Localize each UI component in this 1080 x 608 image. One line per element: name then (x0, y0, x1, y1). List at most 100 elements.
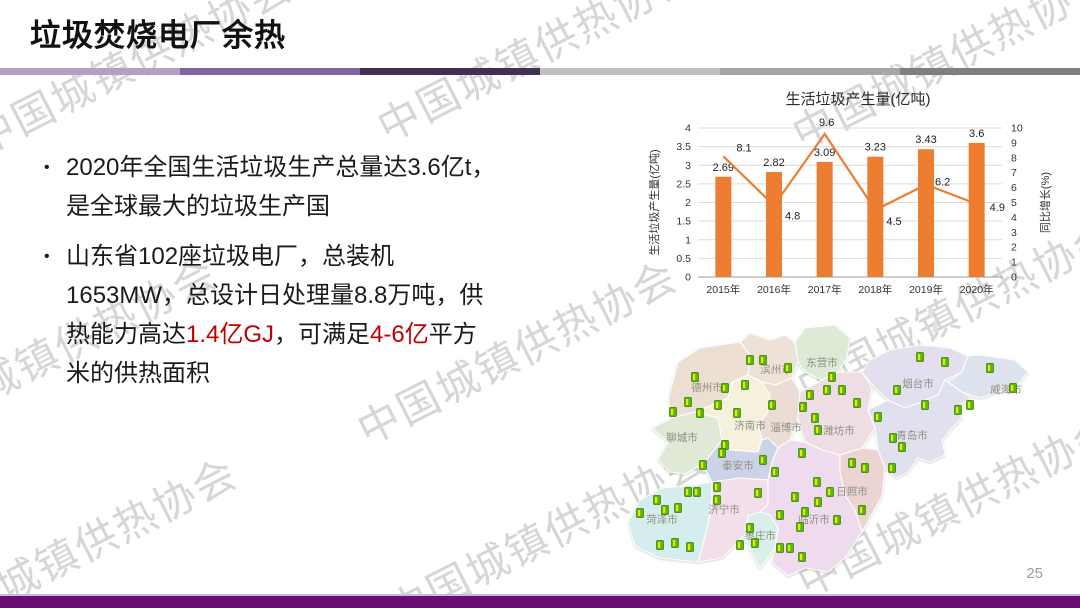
page-number: 25 (1026, 565, 1043, 582)
plant-marker-icon (696, 408, 704, 418)
y-right-tick: 3 (1011, 227, 1017, 239)
y-left-tick: 0 (685, 272, 691, 284)
plant-marker-stripe (988, 365, 991, 371)
plant-marker-stripe (793, 494, 796, 500)
plant-marker-stripe (676, 505, 679, 511)
plant-marker-icon (699, 460, 707, 470)
plant-marker-icon (798, 552, 806, 562)
divider-segment (540, 68, 720, 75)
shandong-plants-map: 德州市 滨州市 东营市 聊城市 济南市 淄博市 潍坊市 烟台市 威海市 青岛市 泰安市 济宁市 菏泽市枣… (600, 300, 1080, 590)
plant-marker-stripe (855, 400, 858, 406)
divider-segment (360, 68, 540, 75)
plant-marker-stripe (798, 524, 801, 530)
plant-marker-icon (746, 355, 754, 365)
plant-marker-icon (669, 407, 677, 417)
map-city-label: 青岛市 (896, 429, 928, 442)
bullet-list: • 2020年全国生活垃圾生产总量达3.6亿t， 是全球最大的垃圾生产国 • 山东省1… (42, 148, 627, 404)
plant-marker-icon (759, 455, 767, 465)
plant-marker-stripe (840, 387, 843, 393)
bar (968, 142, 985, 277)
map-region-weihai (947, 354, 1029, 399)
y-right-tick: 2 (1011, 242, 1017, 254)
line-value-label: 6.2 (935, 177, 950, 189)
plant-marker-stripe (863, 465, 866, 471)
plant-marker-stripe (1011, 385, 1014, 391)
divider-segment (0, 68, 180, 75)
plant-marker-icon (759, 355, 767, 365)
plant-marker-icon (671, 538, 679, 548)
plant-marker-icon (714, 400, 722, 410)
y-right-tick: 4 (1011, 212, 1017, 224)
bar (867, 156, 884, 277)
plant-marker-icon (721, 440, 729, 450)
plant-marker-icon (853, 398, 861, 408)
plant-marker-icon (776, 510, 784, 520)
plant-marker-stripe (968, 402, 971, 408)
y-right-axis-title: 同比增长(%) (1038, 172, 1052, 233)
plant-marker-icon (954, 405, 962, 415)
bullet-dot: • (44, 248, 50, 265)
bullet-dot: • (44, 159, 50, 176)
plant-marker-icon (741, 380, 749, 390)
plant-marker-stripe (803, 509, 806, 515)
plant-marker-stripe (743, 382, 746, 388)
map-city-label: 东营市 (806, 356, 838, 369)
x-tick-label: 2019年 (909, 283, 943, 296)
plant-marker-stripe (813, 415, 816, 421)
bar-value-label: 3.23 (865, 142, 886, 154)
plant-marker-stripe (701, 462, 704, 468)
plant-marker-stripe (753, 540, 756, 546)
plant-marker-icon (693, 487, 701, 497)
map-city-label: 烟台市 (902, 377, 934, 390)
plant-marker-icon (686, 542, 694, 552)
plant-marker-stripe (655, 497, 658, 503)
map-island (928, 307, 934, 317)
plant-marker-icon (916, 352, 924, 362)
map-city-label: 日照市 (836, 485, 868, 498)
plant-marker-stripe (808, 392, 811, 398)
plant-marker-stripe (786, 365, 789, 371)
line-value-label: 4.5 (886, 216, 901, 228)
plant-marker-icon (721, 383, 729, 393)
plant-marker-stripe (723, 385, 726, 391)
plant-marker-icon (814, 425, 822, 435)
plant-marker-icon (833, 515, 841, 525)
plant-marker-stripe (720, 450, 723, 456)
plant-marker-icon (691, 372, 699, 382)
plant-marker-stripe (830, 374, 833, 380)
plant-marker-icon (786, 543, 794, 553)
plant-marker-icon (828, 372, 836, 382)
plant-marker-icon (888, 463, 896, 473)
plant-marker-icon (1009, 383, 1017, 393)
y-left-tick: 3.5 (676, 141, 691, 153)
plant-marker-icon (799, 402, 807, 412)
title-divider (0, 68, 1080, 75)
plant-marker-stripe (756, 490, 759, 496)
plant-marker-stripe (761, 357, 764, 363)
bullet-item: • 2020年全国生活垃圾生产总量达3.6亿t， 是全球最大的垃圾生产国 (42, 148, 627, 226)
y-right-tick: 8 (1011, 152, 1017, 164)
map-region-linyi (758, 439, 863, 577)
bottom-accent-line (0, 594, 1080, 596)
map-region-heze (627, 481, 713, 563)
waste-output-chart: 生活垃圾产生量(亿吨) 0 0.5 1 1.5 2 2.5 3 3.5 4 0 1 2 3 4 5 6 7 8 9 1… (646, 88, 1070, 302)
map-city-label: 德州市 (691, 381, 723, 394)
bar (816, 161, 833, 277)
x-tick-label: 2020年 (960, 283, 994, 296)
plant-marker-icon (791, 492, 799, 502)
map-region-dongying (794, 324, 851, 381)
bar-value-label: 2.69 (713, 162, 734, 174)
line-value-label: 4.8 (785, 210, 800, 222)
y-right-tick: 6 (1011, 182, 1017, 194)
plant-marker-icon (811, 413, 819, 423)
plant-marker-icon (874, 412, 882, 422)
divider-segment (180, 68, 360, 75)
map-city-label: 济南市 (734, 419, 766, 432)
plant-marker-icon (713, 495, 721, 505)
plant-marker-stripe (801, 404, 804, 410)
plant-marker-stripe (688, 544, 691, 550)
map-city-label: 济宁市 (708, 503, 740, 516)
y-right-tick: 10 (1011, 123, 1023, 135)
plant-marker-icon (733, 408, 741, 418)
divider-segment (900, 68, 1080, 75)
